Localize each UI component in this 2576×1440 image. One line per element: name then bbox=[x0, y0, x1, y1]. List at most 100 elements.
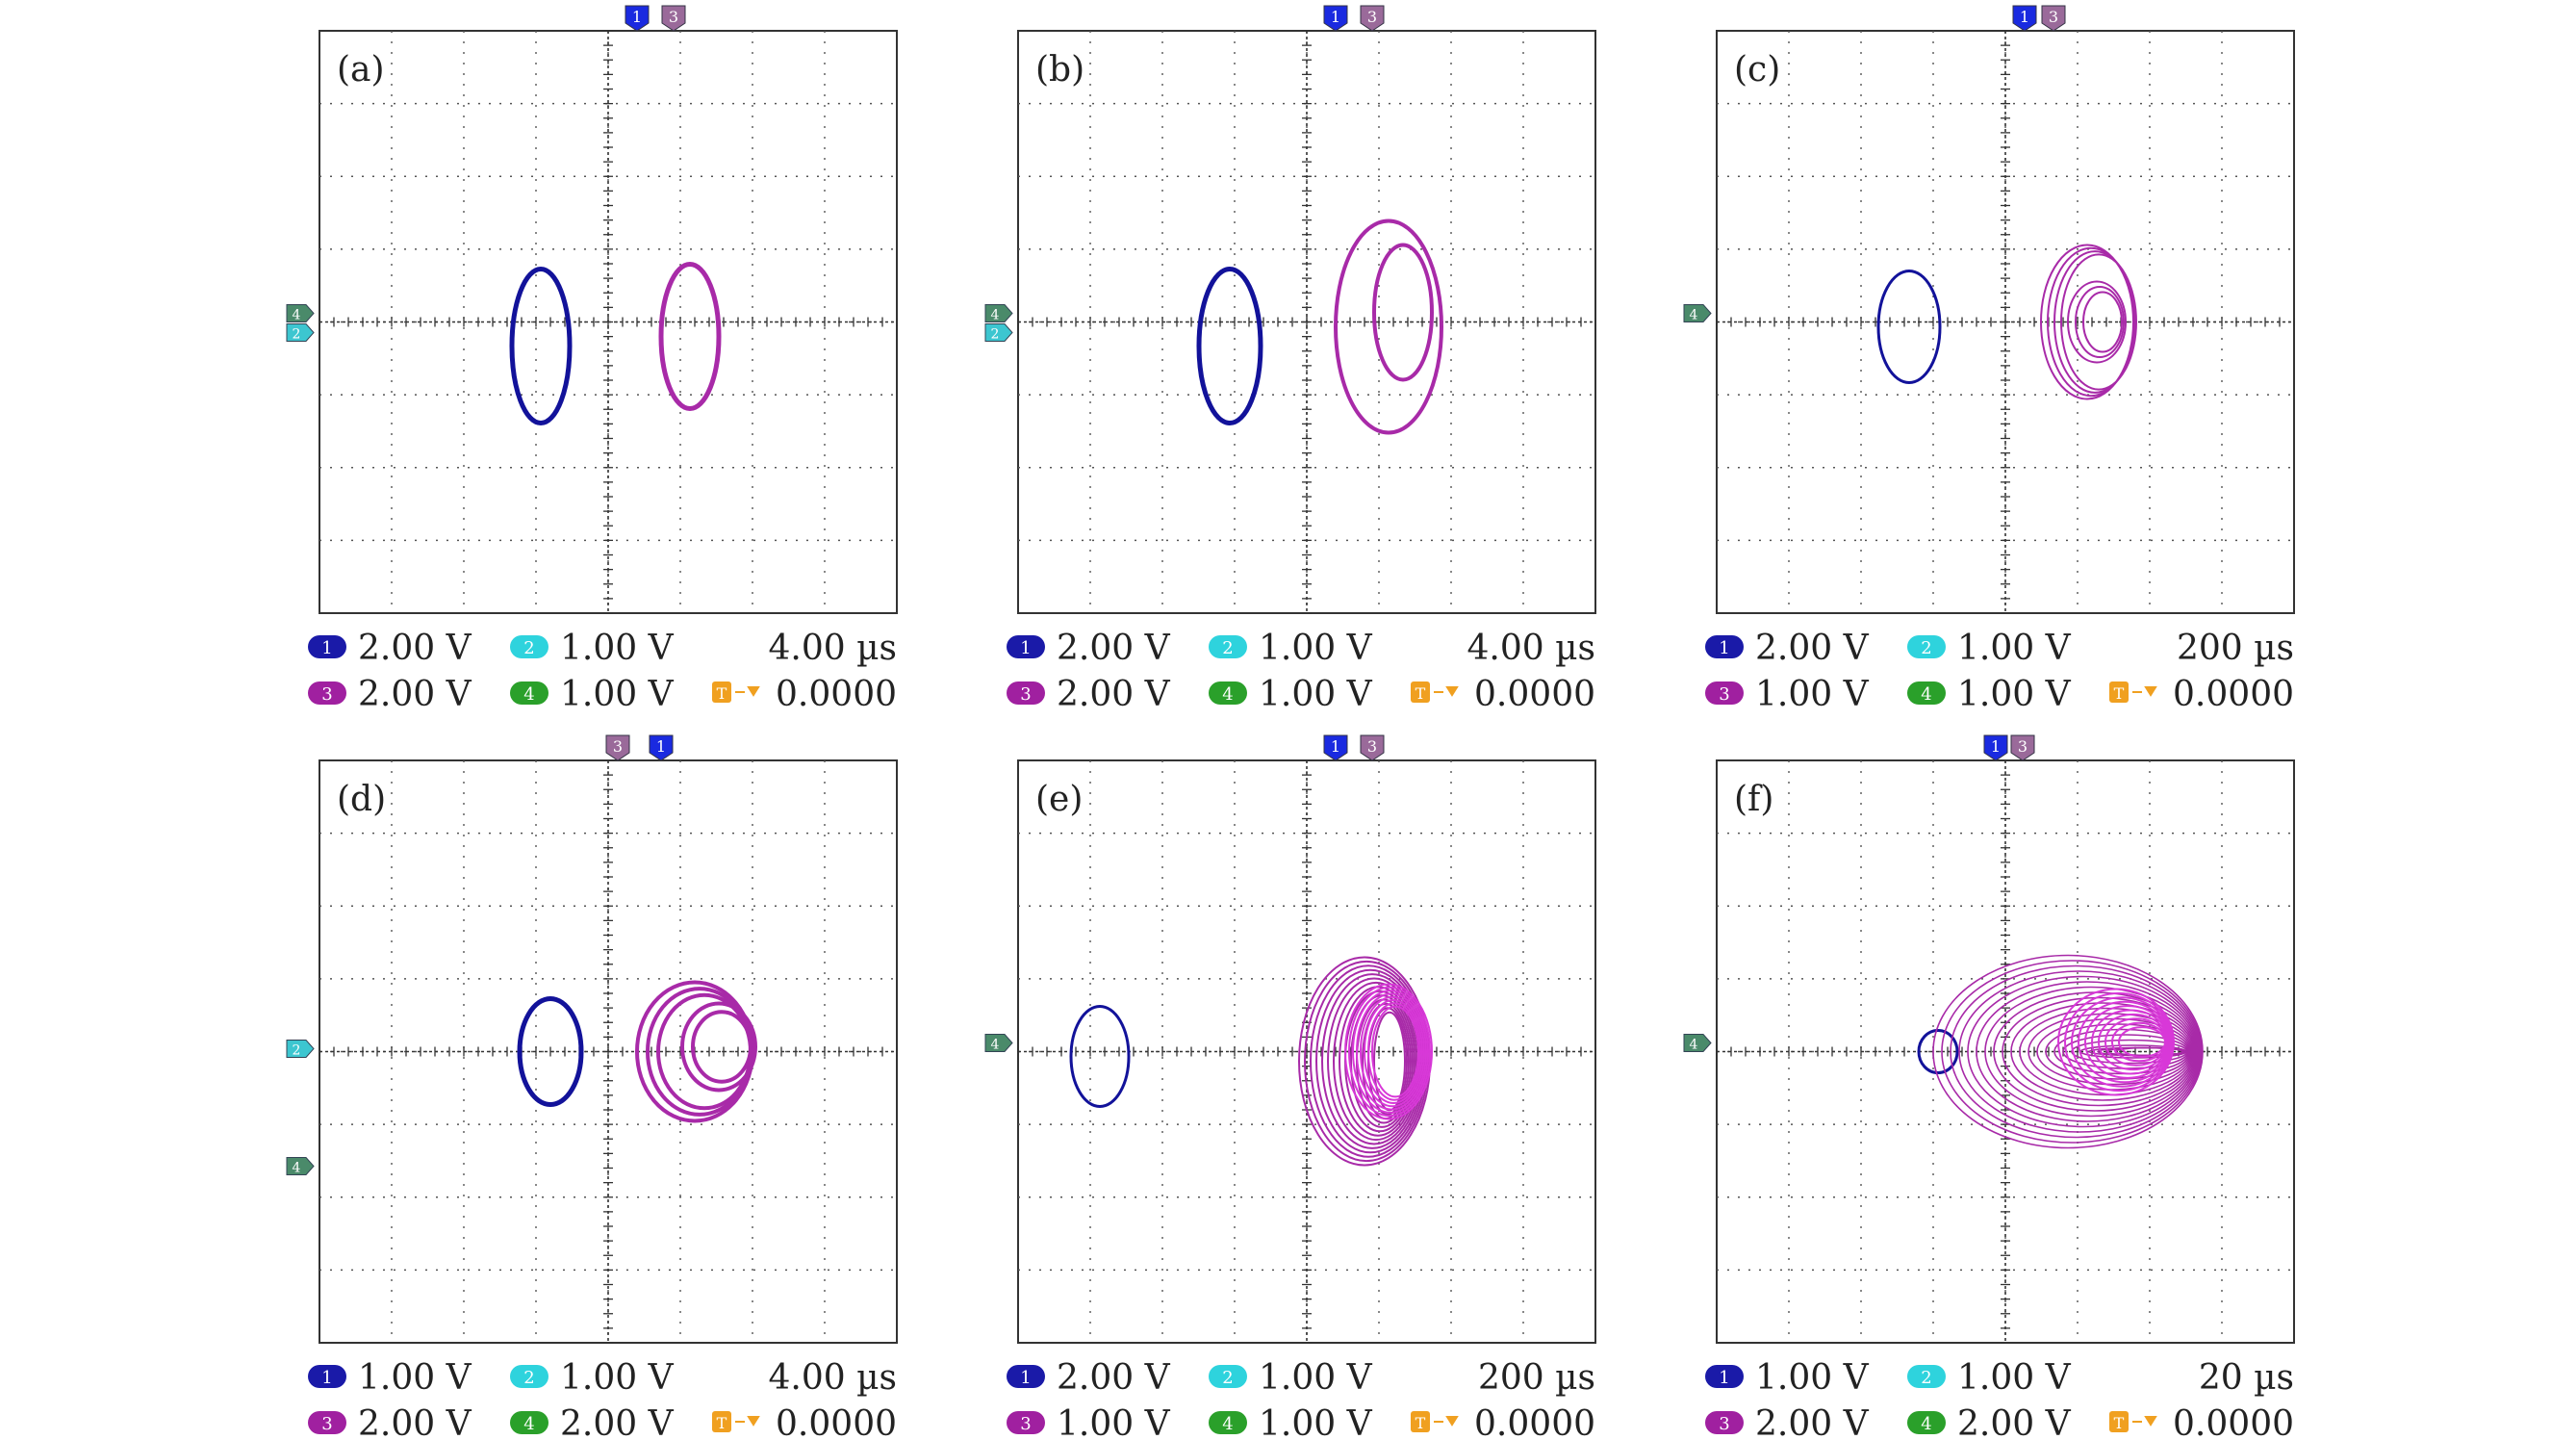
channel-badge-number: 3 bbox=[321, 1414, 332, 1434]
channel-marker-tab bbox=[1360, 734, 1385, 761]
channel-badge bbox=[1209, 1411, 1247, 1434]
channel-marker-number: 1 bbox=[1991, 737, 2001, 756]
channel-marker-number: 4 bbox=[293, 308, 301, 323]
graticule bbox=[1018, 31, 1595, 613]
channel-badge-number: 2 bbox=[1222, 638, 1233, 658]
phase-portrait bbox=[1196, 219, 1443, 435]
channel-marker-tab bbox=[984, 304, 1013, 322]
channel-marker-tab bbox=[286, 304, 315, 322]
trigger-icon-glyph: T bbox=[1416, 684, 1426, 703]
channel-marker-number: 3 bbox=[613, 737, 623, 756]
scope-panel: (c) 1 3 4 1 2.00 V 2 1.00 V 200 µs 3 1.00 V 4 1.00 V… bbox=[1683, 5, 2295, 714]
channel-badge bbox=[308, 1365, 346, 1388]
attractor-trace bbox=[1344, 983, 1433, 1120]
channel-marker-number: 4 bbox=[991, 308, 1000, 323]
attractor-trace bbox=[1367, 1002, 1421, 1101]
channel-marker-tab bbox=[984, 323, 1013, 342]
trigger-icon bbox=[1411, 681, 1430, 703]
trigger-level: 0.0000 bbox=[1474, 675, 1595, 714]
channel-marker-number: 4 bbox=[1690, 1038, 1698, 1053]
ch1-scale: 1.00 V bbox=[358, 1358, 472, 1398]
trigger-level: 0.0000 bbox=[776, 1404, 897, 1440]
trigger-level: 0.0000 bbox=[2173, 1404, 2294, 1440]
channel-marker-tab bbox=[286, 1157, 315, 1175]
phase-portrait bbox=[509, 262, 722, 425]
ch3-scale: 2.00 V bbox=[358, 1404, 472, 1440]
attractor-trace bbox=[2071, 1039, 2188, 1065]
channel-badge bbox=[1007, 1365, 1045, 1388]
timebase: 200 µs bbox=[2177, 629, 2294, 668]
attractor-trace bbox=[1917, 1029, 1959, 1074]
channel-badge bbox=[1907, 681, 1946, 705]
ch1-scale: 2.00 V bbox=[1057, 1358, 1171, 1398]
panel-label: (c) bbox=[1734, 50, 1780, 90]
channel-badge bbox=[510, 1365, 548, 1388]
channel-badge bbox=[1705, 681, 1744, 705]
timebase: 20 µs bbox=[2199, 1358, 2294, 1398]
ch2-scale: 1.00 V bbox=[560, 1358, 675, 1398]
attractor-trace bbox=[1360, 995, 1425, 1108]
trigger-slope-icon bbox=[735, 1416, 760, 1427]
attractor-trace bbox=[2067, 280, 2127, 364]
panel-label: (d) bbox=[337, 780, 386, 819]
graticule bbox=[319, 31, 897, 613]
ch4-scale: 1.00 V bbox=[560, 675, 675, 714]
attractor-trace bbox=[1372, 243, 1434, 382]
ch3-scale: 2.00 V bbox=[1755, 1404, 1870, 1440]
channel-marker-number: 3 bbox=[1367, 8, 1377, 26]
channel-marker-tab bbox=[286, 323, 315, 342]
attractor-trace bbox=[1356, 992, 1427, 1111]
channel-marker-number: 2 bbox=[293, 327, 301, 343]
channel-marker-tab bbox=[1683, 304, 1712, 322]
trigger-icon bbox=[2109, 681, 2129, 703]
ch2-scale: 1.00 V bbox=[1259, 1358, 1373, 1398]
channel-marker-tab bbox=[1323, 5, 1348, 32]
phase-portrait bbox=[1917, 954, 2204, 1149]
attractor-trace bbox=[2002, 996, 2196, 1107]
phase-portrait bbox=[1069, 956, 1433, 1167]
attractor-trace bbox=[1950, 964, 2202, 1139]
channel-marker-tab bbox=[2010, 734, 2035, 761]
trigger-slope-icon bbox=[1434, 686, 1459, 697]
attractor-trace bbox=[509, 267, 573, 425]
ch2-scale: 1.00 V bbox=[1259, 629, 1373, 668]
attractor-trace bbox=[1364, 999, 1423, 1104]
attractor-trace bbox=[1371, 1005, 1419, 1098]
scope-panel: (e) 1 3 4 1 2.00 V 2 1.00 V 200 µs 3 1.00 V 4 1.00 V… bbox=[984, 734, 1596, 1440]
trigger-icon-glyph: T bbox=[717, 1414, 727, 1432]
channel-badge-number: 2 bbox=[1222, 1368, 1233, 1388]
ch3-scale: 2.00 V bbox=[1057, 675, 1171, 714]
channel-badge bbox=[1705, 1365, 1744, 1388]
channel-marker-tab bbox=[286, 1040, 315, 1058]
trigger-icon-glyph: T bbox=[1416, 1414, 1426, 1432]
attractor-trace bbox=[2075, 286, 2125, 358]
channel-badge bbox=[1907, 1411, 1946, 1434]
trigger-icon-glyph: T bbox=[717, 684, 727, 703]
attractor-trace bbox=[1196, 267, 1263, 425]
scope-panel: (a) 1 3 4 2 1 2.00 V 2 1.00 V 4.00 µs 3 2.00 V 4 1.00… bbox=[286, 5, 898, 714]
channel-badge-number: 3 bbox=[1719, 1414, 1729, 1434]
channel-badge bbox=[1209, 635, 1247, 658]
graticule bbox=[1717, 760, 2294, 1343]
channel-badge-number: 2 bbox=[523, 1368, 534, 1388]
graticule bbox=[1717, 31, 2294, 613]
channel-badge-number: 1 bbox=[1719, 1368, 1729, 1388]
attractor-trace bbox=[2010, 1002, 2195, 1101]
channel-marker-number: 1 bbox=[2020, 8, 2029, 26]
channel-marker-number: 2 bbox=[991, 327, 1000, 343]
channel-marker-number: 4 bbox=[991, 1038, 1000, 1053]
attractor-trace bbox=[1069, 1005, 1131, 1108]
channel-marker-number: 4 bbox=[293, 1161, 301, 1176]
channel-badge-number: 2 bbox=[523, 638, 534, 658]
timebase: 4.00 µs bbox=[769, 629, 897, 668]
channel-marker-tab bbox=[984, 1034, 1013, 1052]
attractor-trace bbox=[2118, 1026, 2166, 1058]
channel-badge bbox=[1209, 681, 1247, 705]
channel-badge-number: 2 bbox=[1921, 638, 1931, 658]
ch3-scale: 2.00 V bbox=[358, 675, 472, 714]
channel-badge-number: 3 bbox=[321, 684, 332, 705]
trigger-icon-glyph: T bbox=[2114, 1414, 2125, 1432]
ch1-scale: 2.00 V bbox=[1755, 629, 1870, 668]
channel-badge-number: 4 bbox=[523, 1414, 534, 1434]
channel-marker-number: 1 bbox=[632, 8, 642, 26]
